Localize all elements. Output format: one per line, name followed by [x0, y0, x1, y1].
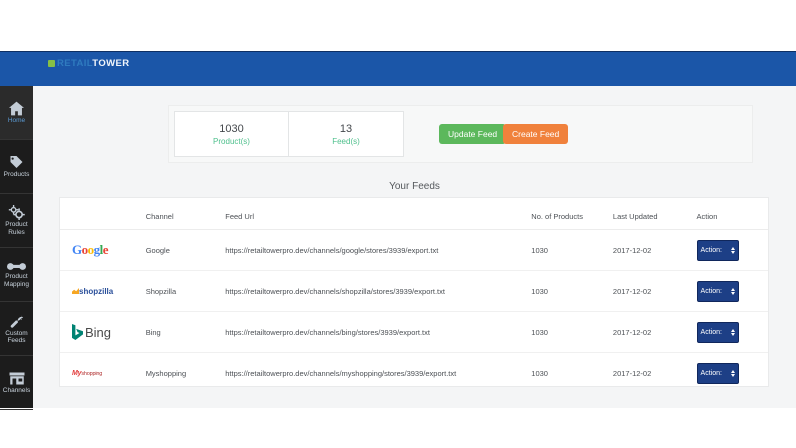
action-cell: Action: — [696, 270, 768, 312]
action-select[interactable]: Action: — [696, 239, 739, 261]
column-feed-url: Feed Url — [225, 198, 532, 230]
shopzilla-logo: shopzilla — [72, 280, 146, 302]
feeds-table: Channel Feed Url No. of Products Last Up… — [60, 198, 768, 393]
action-select-label: Action: — [700, 369, 722, 377]
sidebar-item-product-rules-label: Product Rules — [5, 221, 28, 236]
table-row: shopzilla Shopzilla https://retailtowerp… — [60, 270, 768, 312]
feeds-label: Feed(s) — [332, 136, 360, 146]
bing-logo: Bing — [72, 321, 146, 343]
column-last-updated: Last Updated — [612, 198, 697, 230]
table-row: Myshopping Myshopping https://retailtowe… — [60, 353, 768, 394]
action-select-label: Action: — [700, 328, 722, 336]
shopzilla-text: shopzilla — [79, 286, 114, 296]
wrench-icon — [9, 313, 25, 329]
last-updated: 2017-12-02 — [612, 229, 697, 271]
feed-url[interactable]: https://retailtowerpro.dev/channels/shop… — [225, 270, 532, 312]
myshopping-logo: Myshopping — [72, 362, 146, 384]
tag-icon — [8, 154, 25, 170]
store-icon — [8, 371, 26, 386]
sidebar-item-product-mapping[interactable]: Product Mapping — [0, 248, 33, 302]
chevron-updown-icon — [730, 246, 735, 254]
myshopping-text: Myshopping — [72, 369, 103, 377]
gears-icon — [8, 205, 26, 220]
sidebar-item-custom-feeds[interactable]: Custom Feeds — [0, 302, 33, 356]
chevron-updown-icon — [730, 287, 735, 295]
last-updated: 2017-12-02 — [612, 270, 697, 312]
channel-logo-cell: shopzilla — [60, 270, 146, 312]
shopzilla-mark-icon — [72, 288, 79, 294]
link-icon — [7, 261, 26, 272]
channel-logo-cell: Myshopping — [60, 353, 146, 394]
sidebar-item-product-mapping-label: Product Mapping — [4, 273, 29, 288]
page-title: Your Feeds — [389, 181, 440, 192]
home-icon — [8, 101, 25, 116]
channel-logo-cell: Bing — [60, 311, 146, 353]
channel-name: Google — [145, 229, 226, 271]
update-feed-button[interactable]: Update Feed — [439, 124, 507, 144]
action-cell: Action: — [696, 311, 768, 353]
column-action: Action — [696, 198, 768, 230]
last-updated: 2017-12-02 — [612, 368, 652, 378]
stat-card-feeds: 13 Feed(s) — [289, 111, 404, 157]
no-of-products: 1030 — [531, 229, 613, 271]
sidebar-item-home[interactable]: Home — [0, 86, 33, 140]
feed-url[interactable]: https://retailtowerpro.dev/channels/goog… — [225, 229, 532, 271]
create-feed-button[interactable]: Create Feed — [503, 124, 569, 144]
feeds-table-card: Channel Feed Url No. of Products Last Up… — [59, 197, 769, 387]
feed-url[interactable]: https://retailtowerpro.dev/channels/mysh… — [225, 368, 457, 378]
brand-primary-text: RETAIL — [57, 58, 93, 69]
sidebar-item-product-rules[interactable]: Product Rules — [0, 194, 33, 248]
chevron-updown-icon — [730, 328, 735, 336]
sidebar: Home Products Product Rules — [0, 86, 33, 410]
summary-panel: 1030 Product(s) 13 Feed(s) Update Feed C… — [168, 105, 753, 163]
last-updated: 2017-12-02 — [612, 311, 697, 353]
sidebar-item-channels-label: Channels — [2, 386, 31, 394]
action-cell: Action: — [696, 353, 768, 394]
sidebar-item-products[interactable]: Products — [0, 140, 33, 194]
no-of-products: 1030 — [531, 270, 613, 312]
sidebar-item-custom-feeds-label: Custom Feeds — [5, 329, 28, 345]
action-select-label: Action: — [700, 246, 722, 254]
action-select[interactable]: Action: — [696, 362, 739, 384]
action-select[interactable]: Action: — [696, 280, 739, 302]
bing-text: Bing — [85, 324, 112, 340]
stat-cards: 1030 Product(s) 13 Feed(s) — [174, 111, 404, 157]
products-label: Product(s) — [213, 136, 250, 146]
chevron-updown-icon — [730, 369, 735, 377]
feed-url[interactable]: https://retailtowerpro.dev/channels/bing… — [225, 311, 532, 353]
table-row: Bing Bing https://retailtowerpro.dev/cha… — [60, 311, 768, 353]
sidebar-item-channels[interactable]: Channels — [0, 356, 33, 410]
brand-secondary-text: TOWER — [92, 58, 130, 69]
no-of-products: 1030 — [531, 311, 613, 353]
action-select-label: Action: — [700, 287, 722, 295]
action-select[interactable]: Action: — [696, 321, 739, 343]
table-header-row: Channel Feed Url No. of Products Last Up… — [60, 198, 768, 230]
products-count: 1030 — [219, 122, 244, 135]
feeds-count: 13 — [339, 122, 353, 135]
column-channel: Channel — [145, 198, 226, 230]
no-of-products: 1030 — [531, 368, 548, 378]
top-header-bar: RETAILTOWER Switch Store: myshopify.com — [0, 51, 796, 132]
main-content: 1030 Product(s) 13 Feed(s) Update Feed C… — [33, 86, 796, 408]
column-logo — [60, 198, 146, 230]
action-cell: Action: — [696, 229, 768, 271]
stat-card-products: 1030 Product(s) — [174, 111, 289, 157]
sidebar-item-products-label: Products — [3, 171, 30, 179]
channel-name: Bing — [145, 311, 226, 353]
bing-mark-icon — [72, 324, 83, 340]
brand-square-icon — [48, 60, 55, 67]
brand-logo[interactable]: RETAILTOWER — [48, 59, 129, 69]
channel-name: Shopzilla — [145, 270, 226, 312]
sidebar-item-home-label: Home — [7, 116, 26, 124]
channel-name: Myshopping — [145, 368, 187, 378]
column-no-of-products: No. of Products — [531, 198, 613, 230]
